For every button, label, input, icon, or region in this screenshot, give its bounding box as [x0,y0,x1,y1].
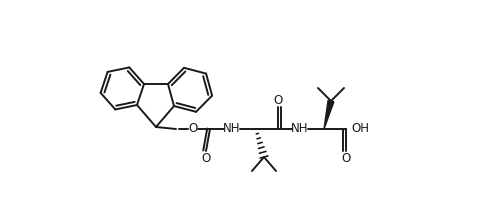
Text: NH: NH [291,122,309,135]
Text: O: O [341,153,351,165]
Text: OH: OH [351,122,369,135]
Text: O: O [201,153,211,165]
Polygon shape [324,100,334,129]
Text: NH: NH [223,122,241,135]
Text: O: O [273,93,283,106]
Text: O: O [188,122,198,135]
